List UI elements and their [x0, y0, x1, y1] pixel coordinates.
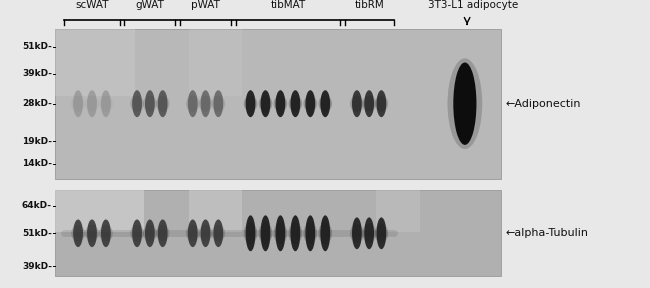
Text: tibRM: tibRM	[354, 0, 384, 10]
Ellipse shape	[132, 90, 142, 117]
Bar	[55, 29, 135, 96]
Ellipse shape	[72, 96, 85, 112]
Ellipse shape	[211, 225, 225, 242]
Ellipse shape	[188, 219, 198, 247]
Ellipse shape	[199, 225, 213, 242]
Ellipse shape	[447, 58, 482, 149]
Ellipse shape	[259, 223, 272, 244]
Text: ←alpha-Tubulin: ←alpha-Tubulin	[506, 228, 589, 238]
Ellipse shape	[145, 90, 155, 117]
Ellipse shape	[350, 224, 364, 243]
Ellipse shape	[213, 219, 223, 247]
Text: 39kD-: 39kD-	[22, 69, 52, 78]
Text: tibMAT: tibMAT	[270, 0, 306, 10]
Ellipse shape	[156, 225, 170, 242]
Ellipse shape	[99, 96, 112, 112]
Ellipse shape	[320, 215, 330, 251]
Ellipse shape	[261, 90, 270, 117]
Bar	[376, 190, 421, 232]
Ellipse shape	[306, 90, 315, 117]
Text: 64kD-: 64kD-	[22, 201, 52, 210]
Ellipse shape	[101, 90, 111, 117]
Ellipse shape	[186, 96, 200, 112]
Bar	[189, 29, 242, 96]
Ellipse shape	[453, 62, 476, 145]
Ellipse shape	[156, 96, 170, 112]
Ellipse shape	[143, 96, 157, 112]
Text: 14kD-: 14kD-	[22, 159, 52, 168]
Ellipse shape	[352, 217, 362, 249]
Ellipse shape	[304, 223, 317, 244]
Ellipse shape	[320, 90, 330, 117]
Ellipse shape	[246, 90, 255, 117]
Ellipse shape	[376, 90, 386, 117]
Ellipse shape	[85, 96, 99, 112]
Text: 28kD-: 28kD-	[22, 99, 52, 108]
Ellipse shape	[101, 219, 111, 247]
Text: gWAT: gWAT	[135, 0, 164, 10]
Ellipse shape	[73, 219, 83, 247]
Ellipse shape	[306, 215, 315, 251]
Ellipse shape	[132, 219, 142, 247]
Ellipse shape	[364, 217, 374, 249]
Ellipse shape	[143, 225, 157, 242]
Ellipse shape	[304, 96, 317, 112]
Ellipse shape	[244, 223, 257, 244]
Text: 39kD-: 39kD-	[22, 262, 52, 271]
Ellipse shape	[211, 96, 225, 112]
Ellipse shape	[289, 223, 302, 244]
Ellipse shape	[289, 96, 302, 112]
Bar	[55, 29, 501, 179]
Text: ←Adiponectin: ←Adiponectin	[506, 99, 581, 109]
Ellipse shape	[318, 96, 332, 112]
Ellipse shape	[130, 225, 144, 242]
Ellipse shape	[244, 96, 257, 112]
Text: 51kD-: 51kD-	[22, 229, 52, 238]
Ellipse shape	[276, 215, 285, 251]
Bar	[55, 190, 144, 232]
Ellipse shape	[145, 219, 155, 247]
Ellipse shape	[374, 96, 388, 112]
Ellipse shape	[188, 90, 198, 117]
Ellipse shape	[261, 215, 270, 251]
Ellipse shape	[246, 215, 255, 251]
Ellipse shape	[291, 90, 300, 117]
Ellipse shape	[186, 225, 200, 242]
Ellipse shape	[318, 223, 332, 244]
Ellipse shape	[99, 225, 112, 242]
Text: 51kD-: 51kD-	[22, 42, 52, 51]
Ellipse shape	[158, 219, 168, 247]
Text: 3T3-L1 adipocyte: 3T3-L1 adipocyte	[428, 0, 519, 10]
Text: scWAT: scWAT	[75, 0, 109, 10]
Ellipse shape	[72, 225, 85, 242]
Ellipse shape	[87, 90, 97, 117]
Ellipse shape	[374, 224, 388, 243]
Ellipse shape	[291, 215, 300, 251]
Ellipse shape	[87, 219, 97, 247]
Ellipse shape	[362, 224, 376, 243]
Text: 19kD-: 19kD-	[22, 137, 52, 146]
Ellipse shape	[376, 217, 386, 249]
Ellipse shape	[364, 90, 374, 117]
Ellipse shape	[274, 96, 287, 112]
Ellipse shape	[201, 90, 211, 117]
Ellipse shape	[213, 90, 223, 117]
Ellipse shape	[130, 96, 144, 112]
Ellipse shape	[350, 96, 364, 112]
Ellipse shape	[85, 225, 99, 242]
Bar	[55, 190, 501, 276]
Text: pWAT: pWAT	[191, 0, 220, 10]
Ellipse shape	[352, 90, 362, 117]
Bar	[189, 190, 242, 232]
Ellipse shape	[362, 96, 376, 112]
Ellipse shape	[73, 90, 83, 117]
Ellipse shape	[201, 219, 211, 247]
Ellipse shape	[259, 96, 272, 112]
Ellipse shape	[276, 90, 285, 117]
Ellipse shape	[199, 96, 213, 112]
Ellipse shape	[274, 223, 287, 244]
Ellipse shape	[158, 90, 168, 117]
